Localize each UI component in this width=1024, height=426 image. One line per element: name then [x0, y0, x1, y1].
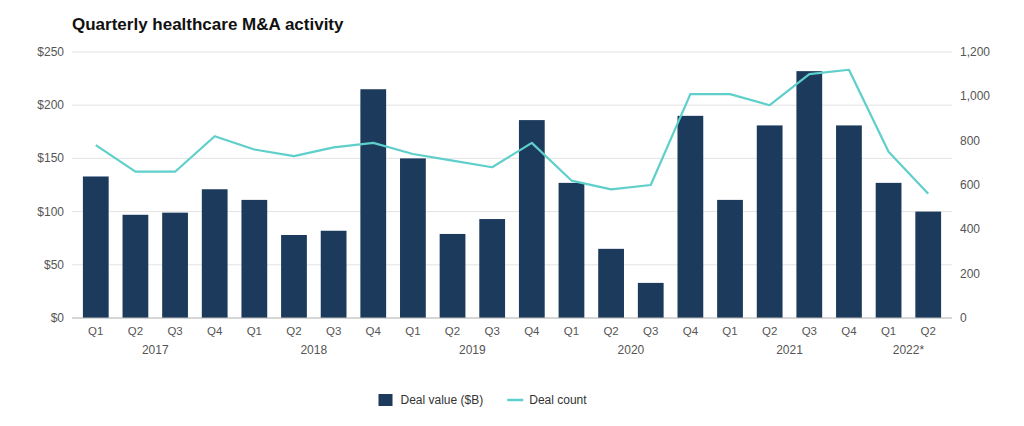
x-tick-label: Q3 [802, 325, 817, 337]
bar [440, 234, 466, 318]
bar [598, 249, 624, 318]
bar [281, 235, 307, 318]
bar [915, 212, 941, 318]
y-tick-label: $0 [51, 311, 65, 325]
x-tick-label: Q4 [524, 325, 540, 337]
x-tick-label: Q2 [445, 325, 460, 337]
y2-tick-label: 1,200 [960, 45, 990, 59]
annotation: 2021 [776, 343, 803, 357]
bar [83, 176, 109, 318]
x-tick-label: Q2 [286, 325, 301, 337]
x-tick-label: Q3 [326, 325, 341, 337]
x-tick-label: Q4 [841, 325, 857, 337]
bar [162, 213, 188, 318]
bar [796, 71, 822, 318]
x-tick-label: Q1 [722, 325, 737, 337]
y2-tick-label: 600 [960, 178, 980, 192]
title: Quarterly healthcare M&A activity [72, 15, 344, 34]
chart: Quarterly healthcare M&A activity $0 $50 $1… [0, 0, 1024, 426]
bar [876, 183, 902, 318]
x-tick-label: Q3 [643, 325, 658, 337]
y-tick-label: $200 [37, 98, 64, 112]
x-axis-line [72, 318, 952, 319]
y2-tick-label: 0 [960, 311, 967, 325]
x-tick-label: Q4 [683, 325, 699, 337]
legend-swatch [379, 394, 393, 406]
x-tick-label: Q2 [762, 325, 777, 337]
grid-line [72, 52, 952, 53]
y-tick-label: $50 [44, 258, 64, 272]
x-tick-label: Q1 [88, 325, 103, 337]
y2-tick-label: 200 [960, 267, 980, 281]
y2-tick-label: 800 [960, 134, 980, 148]
x-tick-label: Q4 [207, 325, 223, 337]
x-tick-label: Q1 [405, 325, 420, 337]
y2-tick-label: 1,000 [960, 89, 990, 103]
y-tick-label: $250 [37, 45, 64, 59]
y-tick-label: $100 [37, 205, 64, 219]
bar [836, 125, 862, 318]
bar [677, 116, 703, 318]
x-tick-label: Q1 [564, 325, 579, 337]
line [96, 70, 928, 194]
y2-tick-label: 400 [960, 222, 980, 236]
grid-line [72, 318, 952, 319]
x-tick-label: Q1 [247, 325, 262, 337]
x-tick-label: Q2 [603, 325, 618, 337]
bar [757, 125, 783, 318]
x-tick-label: Q2 [921, 325, 936, 337]
bar [717, 200, 743, 318]
annotation: 2019 [459, 343, 486, 357]
annotation: 2022* [893, 343, 925, 357]
bar [479, 219, 505, 318]
legend: Deal value ($B) Deal count [379, 393, 588, 407]
legend-label: Deal value ($B) [401, 393, 484, 407]
bar [638, 283, 664, 318]
annotation: 2020 [618, 343, 645, 357]
legend-label: Deal count [529, 393, 587, 407]
bar [559, 183, 585, 318]
bar [241, 200, 267, 318]
x-tick-label: Q3 [485, 325, 500, 337]
bar [400, 158, 426, 318]
x-tick-label: Q4 [366, 325, 382, 337]
x-tick-label: Q1 [881, 325, 896, 337]
bar [360, 89, 386, 318]
legend-swatch [507, 399, 523, 402]
bar [321, 231, 347, 318]
annotation: 2017 [142, 343, 169, 357]
bar [202, 189, 228, 318]
bar [123, 215, 149, 318]
x-tick-label: Q3 [167, 325, 182, 337]
y-tick-label: $150 [37, 151, 64, 165]
bar [519, 120, 545, 318]
annotation: 2018 [300, 343, 327, 357]
x-tick-label: Q2 [128, 325, 143, 337]
marks [83, 70, 941, 318]
